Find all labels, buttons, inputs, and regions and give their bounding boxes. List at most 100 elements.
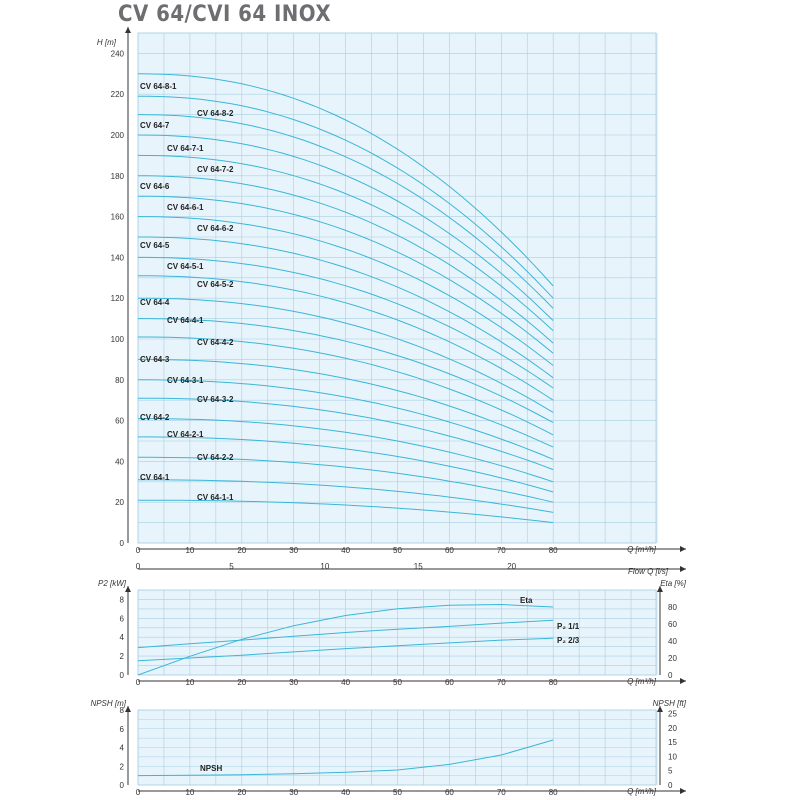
head-ytick: 200: [111, 131, 125, 140]
flow-xtick: 10: [320, 562, 329, 571]
power-xtick: 50: [393, 678, 402, 687]
power-xtick: 60: [445, 678, 454, 687]
head-y-axis-head: [125, 27, 131, 33]
flow-xtick: 5: [229, 562, 234, 571]
head-curve-cv-64-4-2: [138, 336, 554, 436]
head-curve-cv-64-1-1: [138, 499, 554, 524]
power-ylabel: P2 [kW]: [98, 579, 127, 588]
npsh-ft-ytick: 0: [668, 781, 673, 790]
head-curve-cv-64-4: [138, 297, 554, 413]
npsh-y-axis-head: [125, 706, 131, 712]
head-curve-label: CV 64-2: [140, 413, 170, 422]
flow-x-axis-head: [680, 566, 686, 572]
head-ytick: 100: [111, 335, 125, 344]
eta-ylabel: Eta [%]: [660, 579, 687, 588]
npsh-ft-ytick: 5: [668, 767, 673, 776]
power-xtick: 20: [237, 678, 246, 687]
npsh-xtick: 30: [289, 788, 298, 797]
npsh-xtick: 80: [549, 788, 558, 797]
npsh-ft-y-axis-head: [657, 706, 663, 712]
head-ytick: 240: [111, 49, 125, 58]
power-xtick: 80: [549, 678, 558, 687]
head-xtick: 40: [341, 546, 350, 555]
head-curve-label: CV 64-1: [140, 473, 170, 482]
npsh-xtick: 0: [136, 788, 141, 797]
power-xtick: 40: [341, 678, 350, 687]
head-xtick: 50: [393, 546, 402, 555]
flow-xtick: 15: [414, 562, 423, 571]
p2-two-thirds-curve-label: P₂ 2/3: [557, 636, 580, 645]
npsh-x-axis-head: [680, 788, 686, 794]
head-xtick: 70: [497, 546, 506, 555]
head-frame: [137, 32, 657, 544]
head-ytick: 80: [115, 376, 124, 385]
npsh-ft-ylabel: NPSH [ft]: [653, 699, 687, 708]
power-ytick: 4: [120, 633, 125, 642]
head-xtick: 20: [237, 546, 246, 555]
head-ytick: 220: [111, 90, 125, 99]
power-curve: [137, 619, 554, 649]
npsh-ytick: 4: [120, 744, 125, 753]
npsh-ytick: 2: [120, 762, 125, 771]
head-curve-label: CV 64-6-2: [197, 224, 234, 233]
power-plot-area: [138, 590, 656, 675]
head-xtick: 30: [289, 546, 298, 555]
head-curve-cv-64-3: [138, 358, 554, 448]
head-curve-cv-64-6-1: [138, 195, 554, 354]
head-ytick: 180: [111, 172, 125, 181]
npsh-curve: [137, 739, 554, 777]
head-curve-label: CV 64-4-2: [197, 338, 234, 347]
npsh-xtick: 70: [497, 788, 506, 797]
head-xlabel: Q [m³/h]: [627, 545, 657, 554]
head-curve-cv-64-2: [138, 418, 554, 483]
head-ytick: 140: [111, 253, 125, 262]
head-ytick: 60: [115, 417, 124, 426]
power-curve: [137, 603, 554, 676]
power-frame: [137, 589, 657, 676]
power-ytick: 6: [120, 614, 125, 623]
npsh-ft-ytick: 25: [668, 710, 677, 719]
power-ytick: 0: [120, 671, 125, 680]
npsh-xtick: 20: [237, 788, 246, 797]
power-xtick: 70: [497, 678, 506, 687]
head-curve-label: CV 64-8-2: [197, 109, 234, 118]
head-curve-label: CV 64-6: [140, 182, 170, 191]
npsh-xtick: 40: [341, 788, 350, 797]
head-curve-cv-64-3-2: [138, 397, 554, 471]
head-curve-cv-64-4-1: [138, 318, 554, 424]
head-plot-area: [138, 33, 656, 543]
head-curve-label: CV 64-4: [140, 298, 170, 307]
head-curve-cv-64-6: [138, 175, 554, 344]
npsh-ytick: 8: [120, 706, 125, 715]
head-curve-label: CV 64-7-1: [167, 144, 204, 153]
power-ytick: 8: [120, 595, 125, 604]
head-xtick: 80: [549, 546, 558, 555]
npsh-curve-label: NPSH: [200, 764, 222, 773]
power-x-axis-head: [680, 678, 686, 684]
flow-xtick: 0: [136, 562, 141, 571]
eta-ytick: 60: [668, 620, 677, 629]
power-xtick: 30: [289, 678, 298, 687]
chart-title: CV 64/CVI 64 INOX: [118, 2, 332, 27]
flow-xtick: 20: [507, 562, 516, 571]
head-curve-label: CV 64-1-1: [197, 493, 234, 502]
eta-ytick: 40: [668, 637, 677, 646]
npsh-xtick: 10: [185, 788, 194, 797]
head-ytick: 40: [115, 457, 124, 466]
head-curve-cv-64-2-2: [138, 456, 554, 503]
head-curve-cv-64-6-2: [138, 216, 554, 366]
npsh-ytick: 0: [120, 781, 125, 790]
npsh-xtick: 50: [393, 788, 402, 797]
head-curve-cv-64-8-1: [137, 73, 554, 287]
eta-y-axis-head: [657, 586, 663, 592]
head-curve-label: CV 64-3-1: [167, 376, 204, 385]
npsh-ft-ytick: 15: [668, 738, 677, 747]
head-curve-label: CV 64-2-1: [167, 430, 204, 439]
head-ytick: 160: [111, 213, 125, 222]
head-curve-cv-64-8-2: [137, 95, 554, 299]
head-curve-cv-64-7: [137, 114, 554, 309]
head-x-axis-head: [680, 546, 686, 552]
head-curve-cv-64-5-2: [138, 275, 554, 401]
eta-ytick: 80: [668, 603, 677, 612]
